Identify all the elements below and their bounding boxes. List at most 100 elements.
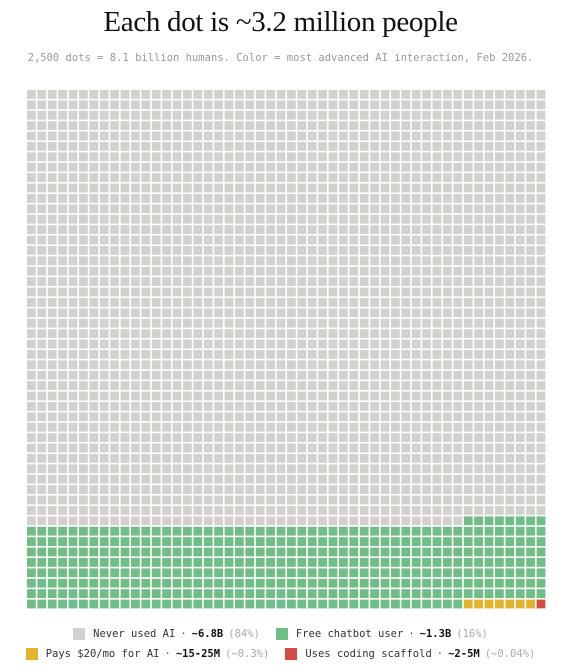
dot-never-used-ai bbox=[172, 422, 182, 432]
dot-never-used-ai bbox=[422, 495, 431, 505]
dot-never-used-ai bbox=[27, 100, 36, 110]
dot-free-chatbot-user bbox=[193, 589, 203, 598]
dot-never-used-ai bbox=[422, 443, 431, 453]
dot-never-used-ai bbox=[276, 516, 286, 526]
dot-never-used-ai bbox=[380, 131, 390, 141]
dot-never-used-ai bbox=[411, 506, 421, 515]
dot-never-used-ai bbox=[79, 298, 88, 307]
dot-free-chatbot-user bbox=[339, 599, 348, 609]
dot-free-chatbot-user bbox=[411, 526, 421, 536]
dot-never-used-ai bbox=[307, 422, 317, 432]
dot-never-used-ai bbox=[27, 422, 36, 432]
dot-never-used-ai bbox=[162, 339, 171, 349]
dot-never-used-ai bbox=[515, 256, 525, 266]
legend-swatch-pays-20 bbox=[25, 648, 38, 660]
dot-never-used-ai bbox=[443, 370, 452, 380]
dot-never-used-ai bbox=[339, 318, 348, 328]
dot-never-used-ai bbox=[151, 422, 161, 432]
dot-never-used-ai bbox=[287, 402, 296, 411]
dot-never-used-ai bbox=[422, 204, 431, 214]
dot-free-chatbot-user bbox=[307, 537, 317, 546]
dot-free-chatbot-user bbox=[536, 537, 546, 546]
dot-never-used-ai bbox=[245, 381, 255, 390]
dot-never-used-ai bbox=[131, 298, 140, 307]
dot-free-chatbot-user bbox=[245, 599, 255, 609]
dot-never-used-ai bbox=[380, 246, 390, 255]
dot-never-used-ai bbox=[99, 381, 109, 390]
dot-never-used-ai bbox=[526, 370, 535, 380]
dot-never-used-ai bbox=[443, 225, 452, 234]
dot-never-used-ai bbox=[131, 506, 140, 515]
dot-never-used-ai bbox=[58, 433, 67, 442]
dot-never-used-ai bbox=[235, 412, 244, 422]
dot-never-used-ai bbox=[245, 391, 255, 401]
dot-never-used-ai bbox=[99, 256, 109, 266]
dot-never-used-ai bbox=[318, 308, 327, 318]
dot-never-used-ai bbox=[536, 454, 546, 463]
dot-never-used-ai bbox=[474, 110, 483, 120]
dot-free-chatbot-user bbox=[172, 599, 182, 609]
dot-never-used-ai bbox=[422, 90, 431, 99]
dot-free-chatbot-user bbox=[391, 599, 400, 609]
dot-never-used-ai bbox=[474, 204, 483, 214]
dot-never-used-ai bbox=[245, 464, 255, 474]
dot-never-used-ai bbox=[380, 194, 390, 203]
dot-never-used-ai bbox=[58, 90, 67, 99]
dot-never-used-ai bbox=[287, 214, 296, 224]
dot-never-used-ai bbox=[287, 110, 296, 120]
dot-never-used-ai bbox=[391, 100, 400, 110]
dot-never-used-ai bbox=[162, 485, 171, 494]
dot-never-used-ai bbox=[79, 162, 88, 172]
dot-never-used-ai bbox=[505, 266, 515, 276]
dot-never-used-ai bbox=[474, 412, 483, 422]
dot-never-used-ai bbox=[349, 422, 359, 432]
dot-never-used-ai bbox=[79, 214, 88, 224]
dot-never-used-ai bbox=[380, 329, 390, 338]
dot-never-used-ai bbox=[307, 121, 317, 130]
dot-never-used-ai bbox=[515, 246, 525, 255]
dot-never-used-ai bbox=[463, 183, 473, 193]
dot-never-used-ai bbox=[463, 204, 473, 214]
dot-never-used-ai bbox=[422, 183, 431, 193]
dot-never-used-ai bbox=[495, 204, 504, 214]
dot-never-used-ai bbox=[183, 443, 192, 453]
dot-never-used-ai bbox=[131, 90, 140, 99]
dot-never-used-ai bbox=[411, 454, 421, 463]
legend-separator: · bbox=[436, 648, 444, 660]
dot-free-chatbot-user bbox=[172, 526, 182, 536]
dot-free-chatbot-user bbox=[276, 537, 286, 546]
dot-free-chatbot-user bbox=[391, 578, 400, 588]
dot-never-used-ai bbox=[422, 152, 431, 162]
dot-never-used-ai bbox=[266, 422, 275, 432]
dot-never-used-ai bbox=[183, 162, 192, 172]
dot-never-used-ai bbox=[110, 370, 119, 380]
dot-never-used-ai bbox=[495, 183, 504, 193]
dot-free-chatbot-user bbox=[359, 526, 369, 536]
dot-never-used-ai bbox=[443, 402, 452, 411]
dot-never-used-ai bbox=[110, 152, 119, 162]
dot-never-used-ai bbox=[297, 173, 307, 182]
dot-never-used-ai bbox=[27, 495, 36, 505]
dot-never-used-ai bbox=[47, 506, 57, 515]
dot-never-used-ai bbox=[474, 277, 483, 286]
dot-never-used-ai bbox=[131, 142, 140, 151]
dot-never-used-ai bbox=[536, 173, 546, 182]
dot-never-used-ai bbox=[120, 121, 130, 130]
dot-free-chatbot-user bbox=[328, 526, 338, 536]
dot-free-chatbot-user bbox=[255, 578, 265, 588]
dot-free-chatbot-user bbox=[307, 558, 317, 567]
dot-free-chatbot-user bbox=[515, 526, 525, 536]
dot-never-used-ai bbox=[474, 100, 483, 110]
dot-free-chatbot-user bbox=[68, 589, 78, 598]
dot-never-used-ai bbox=[328, 381, 338, 390]
dot-never-used-ai bbox=[235, 495, 244, 505]
dot-never-used-ai bbox=[401, 485, 411, 494]
dot-never-used-ai bbox=[89, 225, 99, 234]
dot-never-used-ai bbox=[266, 329, 275, 338]
dot-never-used-ai bbox=[255, 474, 265, 484]
dot-never-used-ai bbox=[151, 308, 161, 318]
dot-never-used-ai bbox=[203, 225, 213, 234]
dot-never-used-ai bbox=[162, 381, 171, 390]
dot-never-used-ai bbox=[79, 495, 88, 505]
dot-never-used-ai bbox=[151, 110, 161, 120]
